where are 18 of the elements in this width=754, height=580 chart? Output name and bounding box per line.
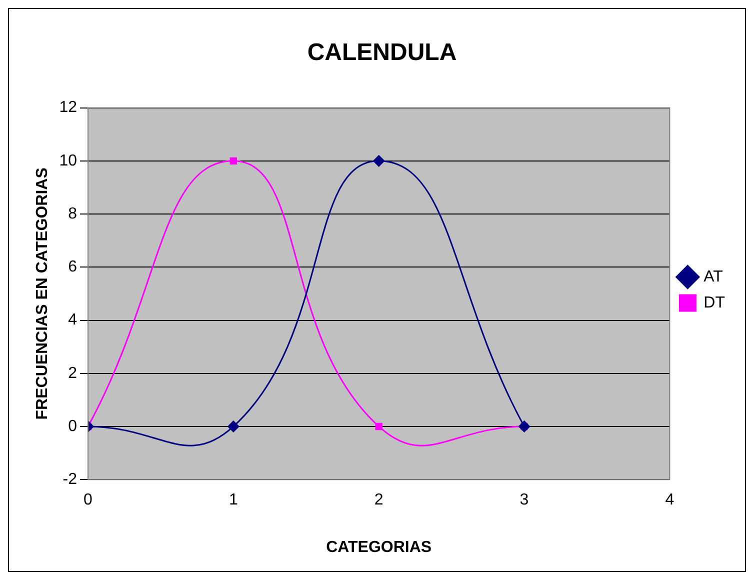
x-tick-label: 1 [228,492,238,509]
y-tick-label: 6 [68,258,78,276]
x-tick-label: 0 [84,492,93,509]
y-tick-label: 4 [68,312,78,329]
y-tick-label: 2 [68,364,78,382]
y-tick-label: -2 [62,471,78,488]
x-axis-title: CATEGORIAS [326,538,432,556]
legend-label: AT [704,268,724,286]
x-tick-label: 3 [520,492,529,509]
y-tick-label: 10 [59,152,78,170]
x-tick-label: 2 [374,492,384,509]
chart-title: CALENDULA [307,39,457,66]
y-tick-label: 0 [68,418,78,435]
y-axis-title: FRECUENCIAS EN CATEGORIAS [34,167,52,420]
y-tick-label: 8 [68,205,78,222]
y-tick-label: 12 [59,99,78,116]
x-tick-label: 4 [665,492,674,509]
legend-label: DT [704,294,726,312]
